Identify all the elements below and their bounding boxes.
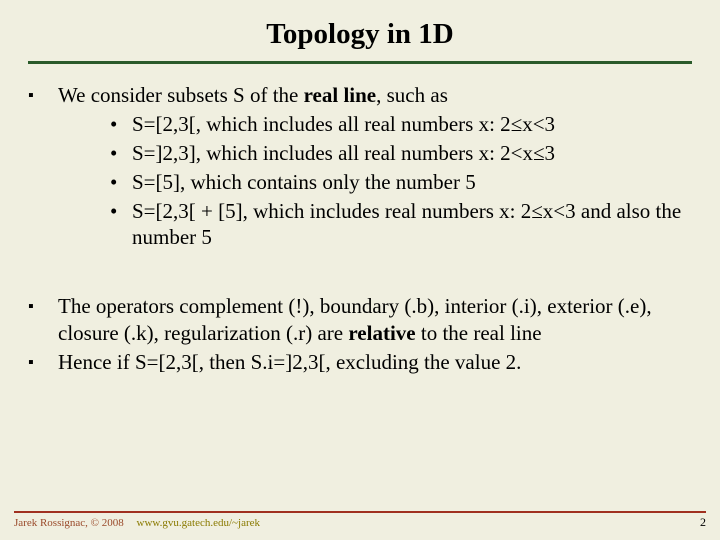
sub-bullet: • S=]2,3], which includes all real numbe… [110, 140, 692, 167]
title-rule [28, 61, 692, 64]
sub-bullet: • S=[5], which contains only the number … [110, 169, 692, 196]
dot-bullet-icon: • [110, 140, 132, 167]
bullet-1: ▪ We consider subsets S of the real line… [28, 82, 692, 109]
bullet-text: S=[2,3[ + [5], which includes real numbe… [132, 198, 692, 252]
square-bullet-icon: ▪ [28, 82, 58, 109]
text-segment: We consider subsets S of the [58, 83, 304, 107]
spacer [28, 253, 692, 293]
footer-url: www.gvu.gatech.edu/~jarek [137, 517, 260, 529]
sub-bullet: • S=[2,3[, which includes all real numbe… [110, 111, 692, 138]
bullet-text: The operators complement (!), boundary (… [58, 293, 692, 347]
footer-left: Jarek Rossignac, © 2008 www.gvu.gatech.e… [14, 517, 260, 529]
square-bullet-icon: ▪ [28, 349, 58, 376]
footer-row: Jarek Rossignac, © 2008 www.gvu.gatech.e… [14, 515, 706, 530]
text-bold: real line [304, 83, 377, 107]
text-segment: to the real line [416, 321, 542, 345]
page-number: 2 [700, 515, 706, 530]
text-segment: , such as [376, 83, 448, 107]
text-bold: relative [348, 321, 415, 345]
slide: Topology in 1D ▪ We consider subsets S o… [0, 0, 720, 540]
sub-bullet: • S=[2,3[ + [5], which includes real num… [110, 198, 692, 252]
footer: Jarek Rossignac, © 2008 www.gvu.gatech.e… [0, 511, 720, 530]
bullet-text: S=]2,3], which includes all real numbers… [132, 140, 692, 167]
bullet-text: S=[5], which contains only the number 5 [132, 169, 692, 196]
content-body: ▪ We consider subsets S of the real line… [28, 82, 692, 376]
bullet-text: S=[2,3[, which includes all real numbers… [132, 111, 692, 138]
bullet-2: ▪ The operators complement (!), boundary… [28, 293, 692, 347]
dot-bullet-icon: • [110, 169, 132, 196]
dot-bullet-icon: • [110, 111, 132, 138]
dot-bullet-icon: • [110, 198, 132, 252]
bullet-text: We consider subsets S of the real line, … [58, 82, 692, 109]
slide-title: Topology in 1D [28, 18, 692, 51]
footer-author: Jarek Rossignac, © 2008 [14, 517, 124, 529]
square-bullet-icon: ▪ [28, 293, 58, 347]
footer-rule [14, 511, 706, 513]
bullet-3: ▪ Hence if S=[2,3[, then S.i=]2,3[, excl… [28, 349, 692, 376]
bullet-text: Hence if S=[2,3[, then S.i=]2,3[, exclud… [58, 349, 692, 376]
